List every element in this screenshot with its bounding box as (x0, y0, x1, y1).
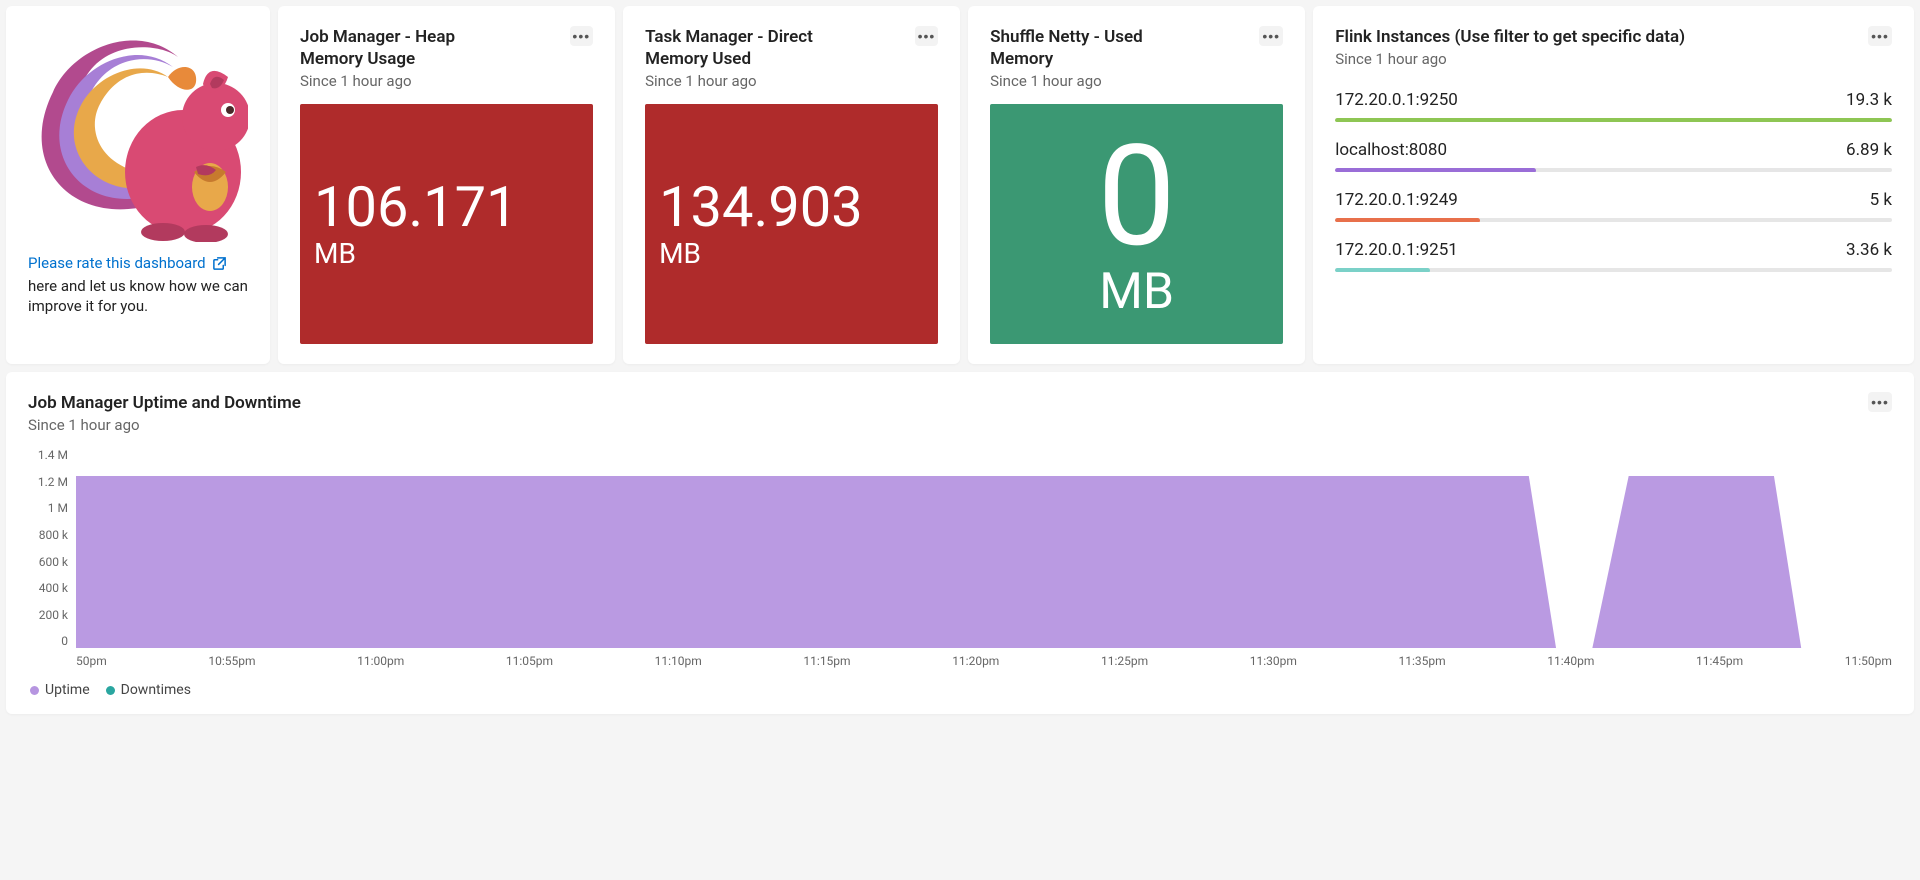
x-tick: 11:45pm (1696, 654, 1743, 668)
x-tick: 11:05pm (506, 654, 553, 668)
metric-unit: MB (1004, 263, 1269, 321)
metric-card: Shuffle Netty - Used Memory Since 1 hour… (968, 6, 1305, 364)
metric-more-button[interactable]: ••• (915, 26, 938, 46)
metric-title: Job Manager - Heap Memory Usage (300, 26, 516, 70)
instance-value: 19.3 k (1846, 90, 1892, 110)
chart-series-area (76, 476, 1892, 648)
legend-dot (106, 686, 115, 695)
metric-title: Shuffle Netty - Used Memory (990, 26, 1166, 70)
rate-dashboard-link[interactable]: Please rate this dashboard (28, 254, 248, 272)
metric-title: Task Manager - Direct Memory Used (645, 26, 861, 70)
more-icon: ••• (1262, 28, 1280, 44)
x-tick: 11:15pm (803, 654, 850, 668)
instance-bar-fill (1335, 168, 1535, 172)
legend-label: Uptime (45, 682, 90, 698)
chart-plot (76, 448, 1892, 648)
metric-value: 106.171 (314, 179, 579, 235)
x-tick: 11:35pm (1398, 654, 1445, 668)
rate-dashboard-card: Please rate this dashboard here and let … (6, 6, 270, 364)
instances-more-button[interactable]: ••• (1868, 26, 1892, 46)
metric-more-button[interactable]: ••• (1259, 26, 1283, 46)
y-tick: 1 M (28, 501, 68, 515)
y-tick: 400 k (28, 581, 68, 595)
instance-value: 3.36 k (1846, 240, 1892, 260)
instance-bar-bg (1335, 218, 1892, 222)
area-chart-svg (76, 448, 1892, 648)
x-tick: 11:20pm (952, 654, 999, 668)
metric-value: 0 (1004, 127, 1269, 267)
instances-title: Flink Instances (Use filter to get speci… (1335, 26, 1685, 48)
instance-bar-fill (1335, 268, 1430, 272)
metric-value-tile: 106.171 MB (300, 104, 593, 344)
metric-unit: MB (314, 237, 579, 270)
instance-row[interactable]: 172.20.0.1:9250 19.3 k (1335, 90, 1892, 122)
instances-list: 172.20.0.1:9250 19.3 k localhost:8080 6.… (1335, 90, 1892, 272)
legend-item: Downtimes (106, 682, 191, 698)
y-tick: 200 k (28, 608, 68, 622)
rate-body-text: here and let us know how we can improve … (28, 276, 248, 317)
metric-value-tile: 0 MB (990, 104, 1283, 344)
metric-unit: MB (659, 237, 924, 270)
chart-x-axis: 50pm 10:55pm 11:00pm 11:05pm 11:10pm 11:15pm 1… (76, 654, 1892, 668)
chart-legend: Uptime Downtimes (30, 682, 1892, 698)
instance-bar-bg (1335, 118, 1892, 122)
metric-card: Job Manager - Heap Memory Usage Since 1 … (278, 6, 615, 364)
instance-bar-fill (1335, 118, 1892, 122)
more-icon: ••• (1871, 394, 1889, 410)
chart-title: Job Manager Uptime and Downtime (28, 392, 301, 414)
squirrel-logo (28, 22, 248, 242)
x-tick: 10:55pm (208, 654, 255, 668)
instance-label: localhost:8080 (1335, 140, 1447, 160)
legend-dot (30, 686, 39, 695)
instance-label: 172.20.0.1:9249 (1335, 190, 1458, 210)
instance-row[interactable]: 172.20.0.1:9251 3.36 k (1335, 240, 1892, 272)
metric-subtitle: Since 1 hour ago (300, 72, 570, 90)
instance-row[interactable]: 172.20.0.1:9249 5 k (1335, 190, 1892, 222)
more-icon: ••• (918, 28, 936, 44)
chart-area: 1.4 M 1.2 M 1 M 800 k 600 k 400 k 200 k 0 (28, 448, 1892, 648)
y-tick: 1.2 M (28, 475, 68, 489)
x-tick: 11:50pm (1845, 654, 1892, 668)
y-tick: 1.4 M (28, 448, 68, 462)
more-icon: ••• (1871, 28, 1889, 44)
chart-y-axis: 1.4 M 1.2 M 1 M 800 k 600 k 400 k 200 k 0 (28, 448, 76, 648)
instances-subtitle: Since 1 hour ago (1335, 50, 1685, 68)
instance-label: 172.20.0.1:9250 (1335, 90, 1458, 110)
legend-label: Downtimes (121, 682, 191, 698)
x-tick: 11:25pm (1101, 654, 1148, 668)
instance-bar-bg (1335, 168, 1892, 172)
external-link-icon (212, 256, 227, 271)
metric-subtitle: Since 1 hour ago (990, 72, 1210, 90)
y-tick: 800 k (28, 528, 68, 542)
instance-value: 6.89 k (1846, 140, 1892, 160)
x-tick: 11:30pm (1250, 654, 1297, 668)
x-tick: 11:40pm (1547, 654, 1594, 668)
instance-bar-fill (1335, 218, 1480, 222)
instance-label: 172.20.0.1:9251 (1335, 240, 1458, 260)
chart-subtitle: Since 1 hour ago (28, 416, 301, 434)
instance-value: 5 k (1870, 190, 1892, 210)
instance-bar-bg (1335, 268, 1892, 272)
metric-card: Task Manager - Direct Memory Used Since … (623, 6, 960, 364)
metric-value: 134.903 (659, 179, 924, 235)
x-tick: 50pm (76, 654, 107, 668)
rate-link-text: Please rate this dashboard (28, 254, 206, 272)
y-tick: 600 k (28, 555, 68, 569)
metric-more-button[interactable]: ••• (570, 26, 594, 46)
legend-item: Uptime (30, 682, 90, 698)
more-icon: ••• (572, 28, 590, 44)
metric-subtitle: Since 1 hour ago (645, 72, 915, 90)
y-tick: 0 (28, 634, 68, 648)
uptime-chart-card: Job Manager Uptime and Downtime Since 1 … (6, 372, 1914, 714)
x-tick: 11:10pm (655, 654, 702, 668)
chart-more-button[interactable]: ••• (1868, 392, 1892, 412)
metric-value-tile: 134.903 MB (645, 104, 938, 344)
instance-row[interactable]: localhost:8080 6.89 k (1335, 140, 1892, 172)
x-tick: 11:00pm (357, 654, 404, 668)
flink-instances-card: Flink Instances (Use filter to get speci… (1313, 6, 1914, 364)
